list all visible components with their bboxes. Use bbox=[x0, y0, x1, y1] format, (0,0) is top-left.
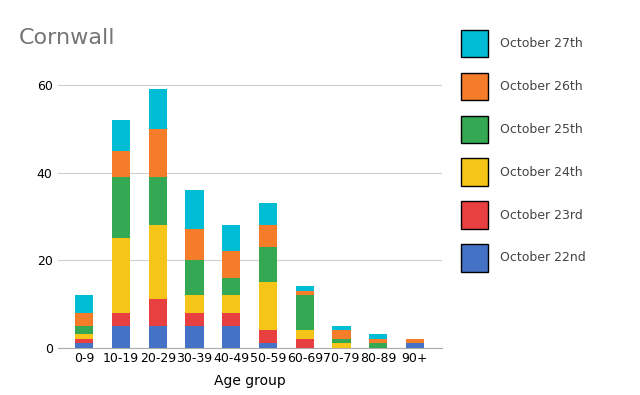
Bar bbox=[148, 299, 167, 326]
Bar bbox=[259, 330, 277, 343]
Text: October 24th: October 24th bbox=[500, 166, 583, 179]
Bar bbox=[75, 295, 93, 312]
Bar bbox=[332, 339, 351, 343]
Bar bbox=[222, 251, 241, 278]
Text: October 23rd: October 23rd bbox=[500, 209, 583, 222]
Bar bbox=[112, 238, 130, 312]
FancyBboxPatch shape bbox=[461, 244, 488, 272]
Text: October 27th: October 27th bbox=[500, 37, 583, 50]
Bar bbox=[296, 339, 314, 348]
Bar bbox=[296, 286, 314, 291]
Bar bbox=[186, 295, 204, 312]
Bar bbox=[222, 278, 241, 295]
Bar bbox=[186, 326, 204, 348]
FancyBboxPatch shape bbox=[461, 116, 488, 143]
Bar bbox=[186, 190, 204, 229]
Bar bbox=[259, 343, 277, 348]
FancyBboxPatch shape bbox=[461, 201, 488, 229]
Bar bbox=[112, 120, 130, 151]
Bar bbox=[186, 229, 204, 260]
Bar bbox=[406, 339, 424, 343]
Bar bbox=[369, 343, 387, 348]
Text: Cornwall: Cornwall bbox=[19, 28, 116, 48]
Bar bbox=[75, 343, 93, 348]
Bar bbox=[259, 203, 277, 225]
Bar bbox=[112, 326, 130, 348]
Bar bbox=[112, 151, 130, 177]
Bar bbox=[75, 339, 93, 343]
Bar bbox=[222, 326, 241, 348]
Bar bbox=[148, 89, 167, 129]
Bar bbox=[332, 326, 351, 330]
Bar bbox=[186, 312, 204, 326]
Text: October 26th: October 26th bbox=[500, 80, 583, 93]
Bar bbox=[296, 295, 314, 330]
Bar bbox=[75, 335, 93, 339]
Bar bbox=[296, 330, 314, 339]
Bar bbox=[332, 343, 351, 348]
Bar bbox=[112, 177, 130, 238]
Bar bbox=[148, 326, 167, 348]
Bar bbox=[259, 225, 277, 247]
Bar bbox=[406, 343, 424, 348]
Bar bbox=[112, 312, 130, 326]
FancyBboxPatch shape bbox=[461, 158, 488, 186]
Bar bbox=[369, 339, 387, 343]
FancyBboxPatch shape bbox=[461, 73, 488, 100]
Bar bbox=[222, 295, 241, 312]
Bar bbox=[186, 260, 204, 295]
Bar bbox=[75, 326, 93, 335]
Bar bbox=[332, 330, 351, 339]
Bar bbox=[148, 177, 167, 225]
Bar bbox=[148, 225, 167, 299]
Bar bbox=[369, 335, 387, 339]
Bar bbox=[259, 247, 277, 282]
Bar bbox=[222, 225, 241, 251]
Text: October 22nd: October 22nd bbox=[500, 252, 586, 264]
Text: October 25th: October 25th bbox=[500, 123, 583, 136]
Bar bbox=[148, 129, 167, 177]
Bar bbox=[222, 312, 241, 326]
Bar bbox=[75, 312, 93, 326]
Bar bbox=[296, 291, 314, 295]
Bar bbox=[259, 282, 277, 330]
X-axis label: Age group: Age group bbox=[214, 374, 285, 388]
FancyBboxPatch shape bbox=[461, 30, 488, 58]
